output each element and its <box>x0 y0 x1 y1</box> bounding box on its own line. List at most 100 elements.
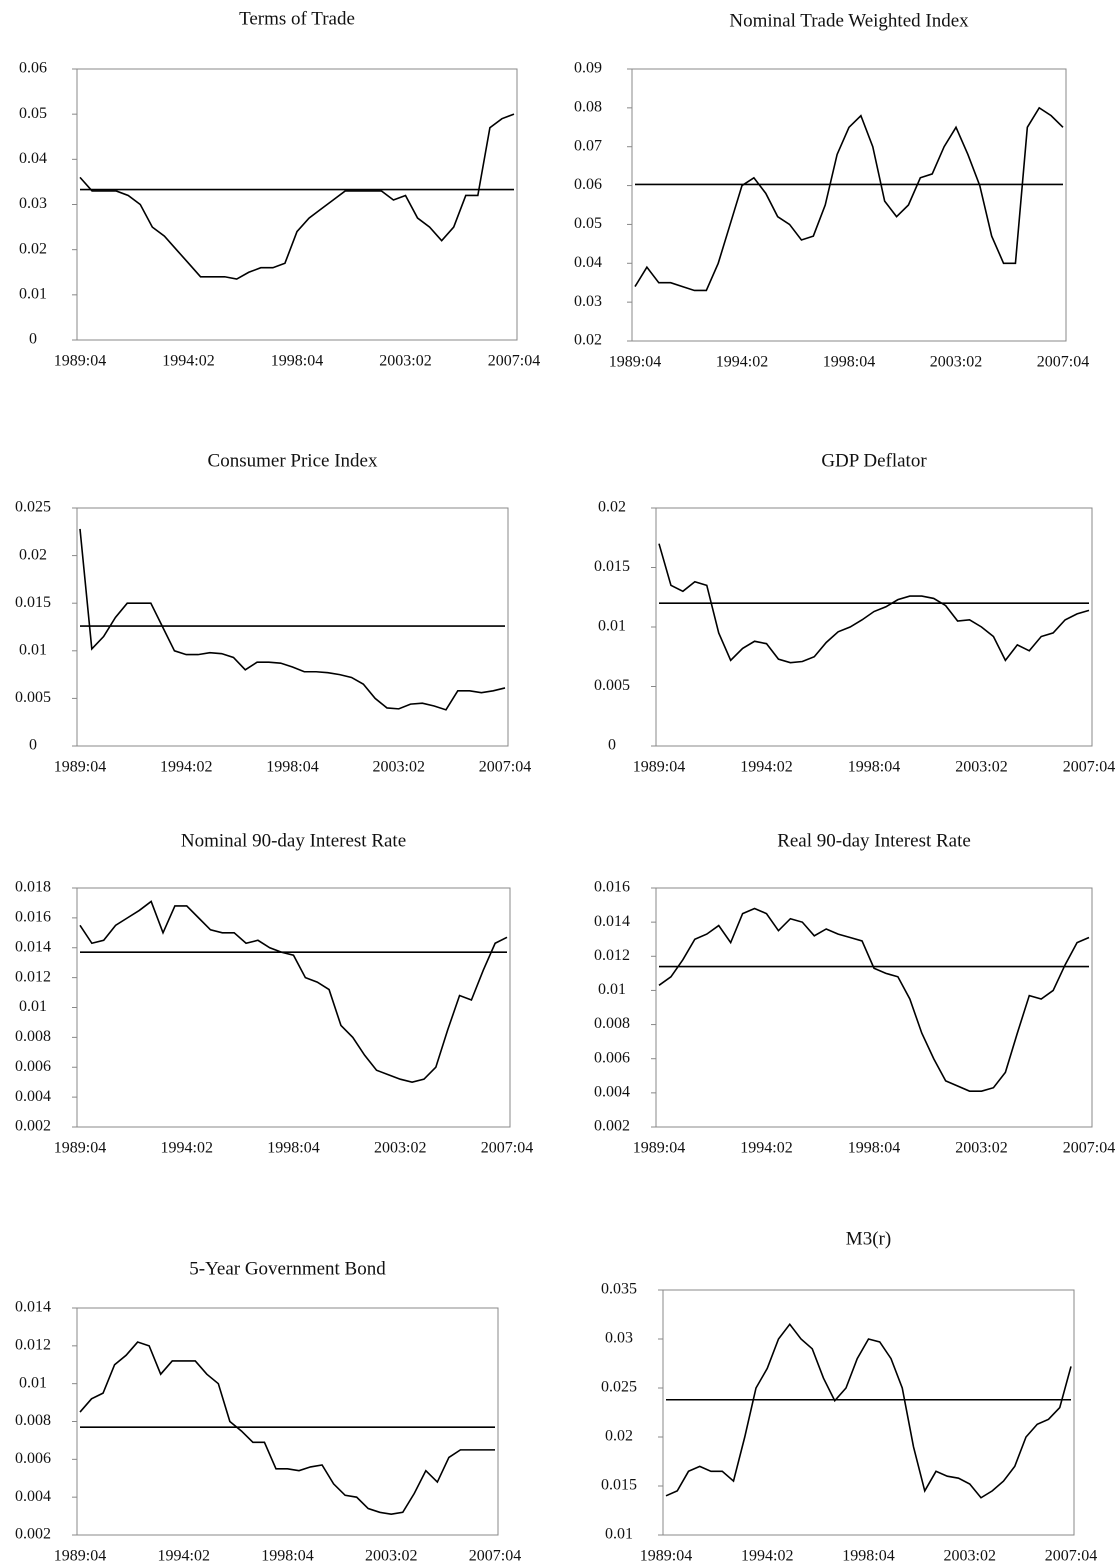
y-tick-label: 0.012 <box>15 1337 51 1354</box>
x-tick-label: 2007:04 <box>481 1140 533 1157</box>
x-tick-label: 2007:04 <box>469 1548 521 1565</box>
x-tick-label: 1989:04 <box>54 759 106 776</box>
x-tick-label: 2007:04 <box>1063 1140 1115 1157</box>
x-tick-label: 1989:04 <box>609 354 661 371</box>
y-tick-label: 0.08 <box>574 99 602 116</box>
chart-title: 5-Year Government Bond <box>189 1258 386 1279</box>
x-tick-label: 1989:04 <box>640 1548 692 1565</box>
y-tick-label: 0 <box>29 331 37 348</box>
y-tick-label: 0.014 <box>15 938 51 955</box>
y-tick-label: 0.005 <box>15 689 51 706</box>
y-tick-label: 0.015 <box>15 594 51 611</box>
y-tick-label: 0.03 <box>605 1330 633 1347</box>
chart-title: GDP Deflator <box>821 450 927 471</box>
y-tick-label: 0.02 <box>19 546 47 563</box>
y-tick-label: 0.016 <box>15 909 51 926</box>
y-tick-label: 0.05 <box>574 215 602 232</box>
y-tick-label: 0.01 <box>19 641 47 658</box>
x-tick-label: 1998:04 <box>823 354 875 371</box>
y-tick-label: 0.03 <box>19 195 47 212</box>
x-tick-label: 1989:04 <box>54 1548 106 1565</box>
chart-title: Consumer Price Index <box>208 450 378 471</box>
y-tick-label: 0.004 <box>15 1488 51 1505</box>
y-tick-label: 0.006 <box>15 1058 51 1075</box>
y-tick-label: 0.018 <box>15 879 51 896</box>
data-line <box>79 528 506 711</box>
y-tick-label: 0.02 <box>605 1428 633 1445</box>
chart-title: Real 90-day Interest Rate <box>777 830 971 851</box>
data-line <box>665 1322 1072 1499</box>
y-tick-label: 0.02 <box>574 332 602 349</box>
plot-frame <box>76 68 518 341</box>
y-tick-label: 0.01 <box>19 1374 47 1391</box>
plot-frame <box>76 507 509 747</box>
data-line <box>658 907 1090 1092</box>
plot-frame <box>76 887 511 1128</box>
plot-frame <box>655 507 1093 747</box>
y-tick-label: 0.01 <box>598 981 626 998</box>
x-tick-label: 2007:04 <box>1045 1548 1097 1565</box>
x-tick-label: 1994:02 <box>740 1140 792 1157</box>
y-tick-label: 0.012 <box>15 968 51 985</box>
y-tick-label: 0.016 <box>594 879 630 896</box>
y-tick-label: 0.014 <box>594 913 630 930</box>
y-tick-label: 0.025 <box>601 1379 637 1396</box>
y-tick-label: 0.01 <box>19 998 47 1015</box>
data-line <box>79 1341 495 1516</box>
x-tick-label: 2003:02 <box>373 759 425 776</box>
x-tick-label: 2007:04 <box>1063 759 1115 776</box>
y-tick-label: 0.01 <box>19 286 47 303</box>
x-tick-label: 1998:04 <box>848 1140 900 1157</box>
x-tick-label: 1994:02 <box>161 1140 213 1157</box>
x-tick-label: 1989:04 <box>54 353 106 370</box>
x-tick-label: 1994:02 <box>741 1548 793 1565</box>
data-line <box>634 106 1064 292</box>
x-tick-label: 2003:02 <box>955 759 1007 776</box>
y-tick-label: 0.06 <box>574 176 602 193</box>
plot-frame <box>631 68 1067 342</box>
x-tick-label: 1998:04 <box>261 1548 313 1565</box>
y-tick-label: 0.002 <box>15 1118 51 1135</box>
y-tick-label: 0.04 <box>19 150 47 167</box>
x-tick-label: 2003:02 <box>930 354 982 371</box>
data-line <box>658 543 1090 664</box>
data-line <box>79 113 515 280</box>
y-tick-label: 0.035 <box>601 1281 637 1298</box>
y-tick-label: 0.04 <box>574 254 602 271</box>
y-tick-label: 0.004 <box>594 1084 630 1101</box>
y-tick-label: 0.006 <box>594 1049 630 1066</box>
x-tick-label: 1998:04 <box>267 1140 319 1157</box>
x-tick-label: 2003:02 <box>365 1548 417 1565</box>
x-tick-label: 2007:04 <box>1037 354 1089 371</box>
y-tick-label: 0.008 <box>15 1028 51 1045</box>
x-tick-label: 1994:02 <box>716 354 768 371</box>
x-tick-label: 2003:02 <box>944 1548 996 1565</box>
y-tick-label: 0.008 <box>15 1412 51 1429</box>
x-tick-label: 2003:02 <box>374 1140 426 1157</box>
y-tick-label: 0 <box>29 737 37 754</box>
x-tick-label: 1998:04 <box>271 353 323 370</box>
y-tick-label: 0.06 <box>19 60 47 77</box>
data-line <box>79 900 508 1084</box>
x-tick-label: 1994:02 <box>158 1548 210 1565</box>
x-tick-label: 1998:04 <box>848 759 900 776</box>
x-tick-label: 2003:02 <box>379 353 431 370</box>
x-tick-label: 2007:04 <box>479 759 531 776</box>
y-tick-label: 0.002 <box>15 1526 51 1543</box>
x-tick-label: 2007:04 <box>488 353 540 370</box>
y-tick-label: 0.015 <box>594 558 630 575</box>
chart-title: Nominal Trade Weighted Index <box>729 10 969 31</box>
x-tick-label: 1994:02 <box>160 759 212 776</box>
x-tick-label: 1994:02 <box>162 353 214 370</box>
x-tick-label: 2003:02 <box>955 1140 1007 1157</box>
x-tick-label: 1998:04 <box>266 759 318 776</box>
y-tick-label: 0.01 <box>605 1526 633 1543</box>
y-tick-label: 0.006 <box>15 1450 51 1467</box>
chart-title: Terms of Trade <box>239 8 355 29</box>
y-tick-label: 0.015 <box>601 1477 637 1494</box>
y-tick-label: 0.014 <box>15 1299 51 1316</box>
y-tick-label: 0.03 <box>574 293 602 310</box>
y-tick-label: 0.02 <box>19 240 47 257</box>
plot-frame <box>662 1289 1075 1536</box>
